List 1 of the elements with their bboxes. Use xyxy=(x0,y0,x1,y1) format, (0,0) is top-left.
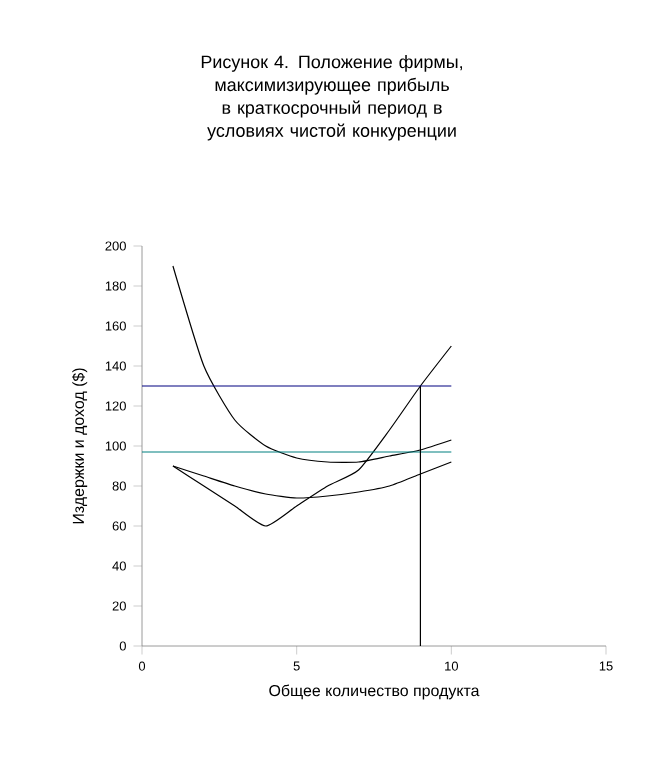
chart-title: Рисунок 4. Положение фирмы, максимизирующее прибыль в краткосрочный период в условиях чистой конкуренции xyxy=(201,55,463,141)
